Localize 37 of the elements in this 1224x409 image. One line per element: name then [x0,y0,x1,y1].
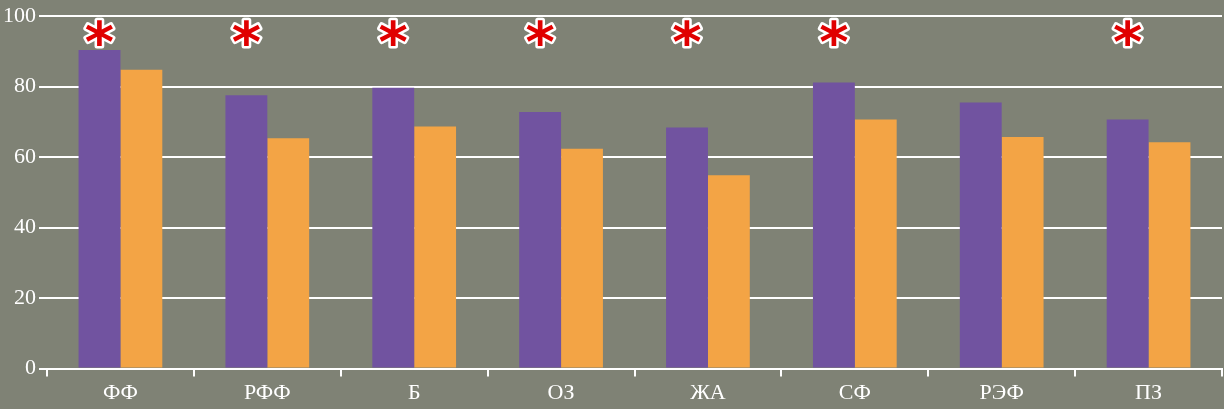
bar [519,112,562,368]
bar [414,126,457,368]
y-tick-label: 20 [14,283,36,309]
bar [267,138,310,368]
y-tick-label: 80 [14,72,36,98]
bar [854,119,897,368]
x-tick-label: РЭФ [979,378,1024,404]
x-tick-label: ОЗ [547,378,575,404]
bar [812,82,855,368]
bar [372,87,415,368]
bar [666,127,708,368]
data-label: * [525,8,555,74]
bar [561,148,603,368]
bar [1148,142,1191,368]
data-label: * [84,8,115,74]
data-label: * [1112,8,1143,74]
data-label: * [672,8,702,74]
data-label: * [231,8,262,74]
bar [1001,137,1044,368]
bar [120,69,163,368]
bar [1106,119,1149,368]
x-tick-label: ЖА [690,378,726,404]
bar [78,50,121,368]
x-tick-label: РФФ [244,378,291,404]
y-tick-label: 60 [14,142,36,168]
x-tick-label: ФФ [103,378,138,404]
data-label: * [378,8,408,74]
data-label: * [819,8,849,74]
y-tick-label: 0 [25,354,36,380]
y-tick-label: 40 [14,213,36,239]
bar [225,95,268,368]
y-tick-label: 100 [3,1,36,27]
x-tick-label: Б [407,378,421,404]
x-tick-label: СФ [838,378,871,404]
x-tick-label: ПЗ [1135,378,1163,404]
bar [707,175,750,368]
bar [959,102,1002,368]
